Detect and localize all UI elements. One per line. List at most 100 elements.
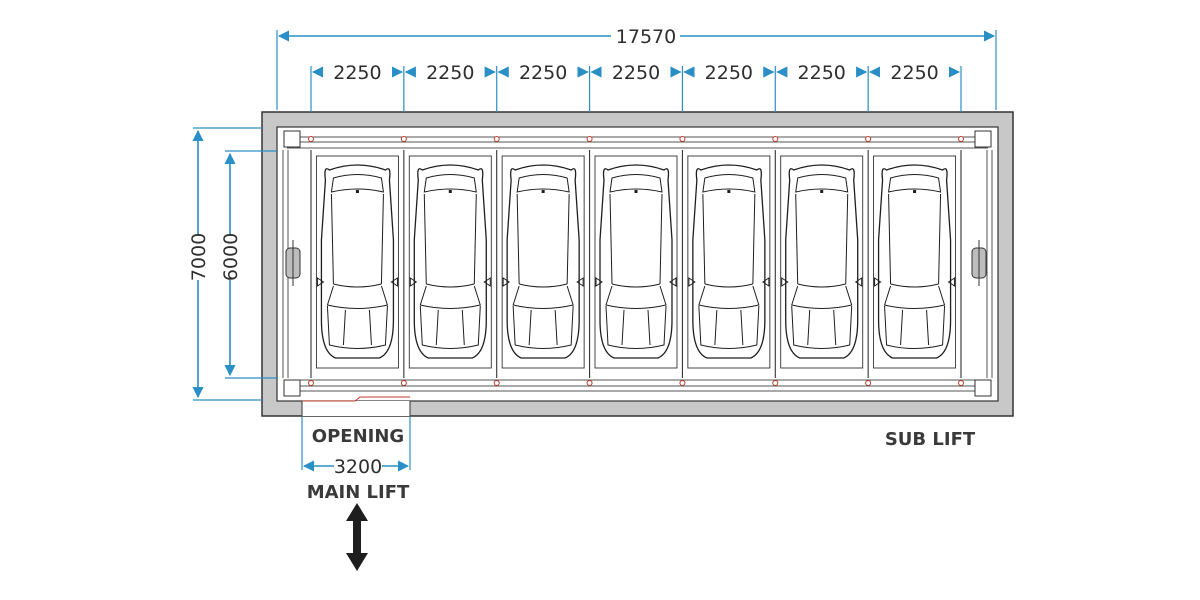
car-mirrors bbox=[781, 277, 863, 287]
car-pallet bbox=[315, 155, 399, 369]
bay-width-dimension: 2250 bbox=[867, 62, 962, 112]
rail-roller bbox=[772, 136, 779, 142]
rails bbox=[282, 136, 993, 392]
rail-roller bbox=[586, 136, 593, 142]
car-pallet bbox=[408, 155, 492, 369]
car-marker bbox=[634, 190, 638, 193]
car bbox=[501, 155, 585, 369]
opening-gap bbox=[302, 401, 410, 416]
car bbox=[687, 155, 771, 369]
bay-width-dimension: 2250 bbox=[496, 62, 589, 112]
sub-lift-label: SUB LIFT bbox=[885, 429, 976, 450]
car-pallet bbox=[687, 155, 771, 369]
car-rear-window bbox=[887, 174, 942, 193]
car-rear-window bbox=[609, 174, 663, 193]
rail-roller bbox=[865, 136, 872, 142]
bay-width-dimension: 2250 bbox=[403, 62, 496, 112]
bay-width-label: 2250 bbox=[426, 62, 474, 84]
opening-label: OPENING bbox=[312, 426, 404, 447]
car-windshield bbox=[326, 285, 389, 309]
car-roof bbox=[795, 193, 849, 288]
motor-right bbox=[971, 240, 987, 286]
car-body bbox=[413, 164, 487, 359]
bay-width-label: 2250 bbox=[612, 62, 660, 84]
rail-roller bbox=[772, 380, 779, 386]
car-windshield bbox=[883, 285, 946, 309]
bay-width-dimension: 2250 bbox=[681, 62, 775, 112]
rail-roller bbox=[493, 136, 500, 142]
rail-roller bbox=[958, 380, 964, 386]
opening-width-label: 3200 bbox=[334, 456, 382, 478]
car-mirrors bbox=[409, 277, 491, 287]
car-hood bbox=[419, 305, 481, 349]
car-windshield bbox=[791, 285, 853, 309]
car-mirrors bbox=[595, 277, 677, 287]
car-hood bbox=[605, 305, 667, 349]
inner-depth-label: 6000 bbox=[220, 233, 242, 281]
car-hood bbox=[884, 305, 946, 349]
car-pallet bbox=[594, 155, 678, 369]
car-mirrors bbox=[874, 277, 956, 287]
car-rear-window bbox=[423, 174, 477, 193]
car bbox=[873, 155, 957, 369]
bay-width-label: 2250 bbox=[705, 62, 753, 84]
inner-depth-dimension: 6000 bbox=[220, 150, 278, 379]
bay-width-dimension: 2250 bbox=[774, 62, 868, 112]
rail-roller bbox=[308, 380, 314, 386]
overall-width-dimension: 17570 bbox=[276, 26, 997, 110]
car-hood bbox=[512, 305, 574, 349]
car-rear-window bbox=[702, 174, 756, 193]
car-mirrors bbox=[316, 277, 398, 287]
car-hood bbox=[326, 305, 388, 349]
car bbox=[780, 155, 864, 369]
car-roof bbox=[423, 193, 477, 288]
car-marker bbox=[913, 190, 917, 193]
car-windshield bbox=[698, 285, 760, 309]
car-mirrors bbox=[688, 277, 770, 287]
car-body bbox=[506, 164, 580, 359]
bay-width-label: 2250 bbox=[519, 62, 567, 84]
car bbox=[594, 155, 678, 369]
car-pallet bbox=[501, 155, 585, 369]
car-body bbox=[692, 164, 766, 359]
rail-roller bbox=[400, 136, 407, 142]
opening-red-mark bbox=[303, 396, 410, 402]
bay-width-dimensions: 2250 2250 2250 2250 2250 2250 2250 bbox=[310, 62, 962, 112]
car-windshield bbox=[605, 285, 667, 309]
car-rear-window bbox=[330, 174, 385, 193]
overall-depth-label: 7000 bbox=[188, 233, 210, 281]
main-lift-label: MAIN LIFT bbox=[307, 482, 410, 503]
bay-width-label: 2250 bbox=[798, 62, 846, 84]
car-windshield bbox=[419, 285, 481, 309]
rail-roller bbox=[679, 136, 686, 142]
bay-width-label: 2250 bbox=[890, 62, 938, 84]
rail-roller bbox=[679, 380, 686, 386]
car bbox=[408, 155, 492, 369]
car-windshield bbox=[512, 285, 574, 309]
car-marker bbox=[727, 190, 731, 193]
car-roof bbox=[330, 193, 384, 288]
rail-roller bbox=[865, 380, 872, 386]
car-hood bbox=[791, 305, 853, 349]
car-body bbox=[320, 164, 395, 359]
rail-roller bbox=[493, 380, 500, 386]
car-body bbox=[877, 164, 952, 359]
car bbox=[315, 155, 399, 369]
bay-width-label: 2250 bbox=[333, 62, 381, 84]
car-marker bbox=[541, 190, 545, 193]
car-marker bbox=[820, 190, 824, 193]
car-body bbox=[785, 164, 859, 359]
car-roof bbox=[888, 193, 942, 288]
parking-bays bbox=[308, 136, 964, 386]
rail-roller bbox=[400, 380, 407, 386]
opening-width-dimension: 3200 bbox=[301, 417, 411, 478]
car-body bbox=[599, 164, 673, 359]
rail-roller bbox=[586, 380, 593, 386]
bay-width-dimension: 2250 bbox=[588, 62, 682, 112]
rail-roller bbox=[958, 136, 964, 142]
car-rear-window bbox=[795, 174, 849, 193]
overall-depth-dimension: 7000 bbox=[188, 127, 262, 401]
car-mirrors bbox=[502, 277, 584, 287]
car-rear-window bbox=[516, 174, 570, 193]
car-hood bbox=[698, 305, 760, 349]
